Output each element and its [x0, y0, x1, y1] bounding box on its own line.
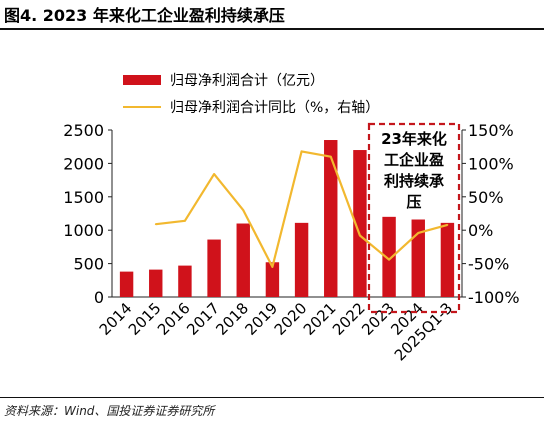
- line-series: [154, 150, 449, 268]
- y-left-tick-label: 500: [73, 255, 104, 274]
- x-tick-label: 2020: [271, 299, 311, 339]
- legend-bar-swatch: [123, 75, 161, 85]
- x-tick-label: 2015: [125, 299, 165, 339]
- x-tick-label: 2019: [242, 299, 282, 339]
- bar: [149, 269, 163, 297]
- bar: [440, 222, 455, 297]
- x-tick-label: 2018: [212, 299, 252, 339]
- annotation-line: 23年来化: [381, 130, 447, 148]
- y-left-tick-label: 2000: [63, 154, 104, 173]
- x-tick-label: 2021: [300, 299, 340, 339]
- line-point: [417, 231, 420, 234]
- line-point: [329, 155, 332, 158]
- legend-line-label: 归母净利润合计同比（%，右轴）: [170, 99, 379, 116]
- y-left-tick-label: 2500: [63, 121, 104, 140]
- line-point: [446, 223, 449, 226]
- annotation-line: 利持续承: [384, 172, 444, 190]
- chart-title: 图4. 2023 年来化工企业盈利持续承压: [4, 6, 285, 25]
- y-left-tick-label: 1000: [63, 221, 104, 240]
- annotation-line: 压: [406, 193, 421, 211]
- bar: [178, 265, 192, 297]
- y-right-tick-label: 0%: [468, 221, 493, 240]
- line-point: [300, 150, 303, 153]
- bar: [119, 271, 134, 297]
- y-right-tick-label: -100%: [468, 288, 520, 307]
- bar-series: [119, 140, 455, 297]
- x-tick-labels: 2014201520162017201820192020202120222023…: [96, 299, 457, 364]
- line-point: [271, 266, 274, 268]
- bar: [411, 219, 425, 297]
- bar: [236, 223, 250, 297]
- line-point: [359, 234, 361, 237]
- annotation-box: [367, 122, 461, 314]
- x-tick-label: 2023: [358, 299, 398, 339]
- axes: 0 500 1000 1500 2000 2500 -100% -50% 0% 50% 100% 15…: [63, 121, 519, 307]
- y-right-tick-label: 50%: [468, 188, 504, 207]
- bar: [353, 150, 367, 297]
- bar: [265, 262, 280, 297]
- title-divider: [0, 28, 544, 30]
- y-right-tick-label: 150%: [468, 121, 514, 140]
- y-left-tick-label: 1500: [63, 188, 104, 207]
- line-point: [388, 258, 390, 261]
- y-left-tick-label: 0: [94, 288, 104, 307]
- footer-divider: [0, 397, 544, 398]
- x-tick-label: 2022: [329, 299, 369, 339]
- bar: [324, 140, 338, 297]
- bar: [207, 239, 221, 297]
- line-point: [154, 223, 157, 226]
- line-point: [242, 209, 245, 212]
- annotation-line: 工企业盈: [384, 151, 444, 169]
- y-right-tick-label: -50%: [468, 255, 509, 274]
- y-right-tick-label: 100%: [468, 154, 514, 173]
- x-tick-label: 2016: [154, 299, 194, 339]
- bar: [382, 216, 396, 297]
- source-note: 资料来源：Wind、国投证券证券研究所: [4, 404, 215, 418]
- line-point: [213, 173, 215, 175]
- line-point: [184, 219, 186, 222]
- bar: [294, 222, 309, 297]
- x-tick-label: 2017: [183, 299, 223, 339]
- legend-bar-label: 归母净利润合计（亿元）: [170, 72, 324, 89]
- legend: 归母净利润合计（亿元） 归母净利润合计同比（%，右轴）: [123, 72, 379, 116]
